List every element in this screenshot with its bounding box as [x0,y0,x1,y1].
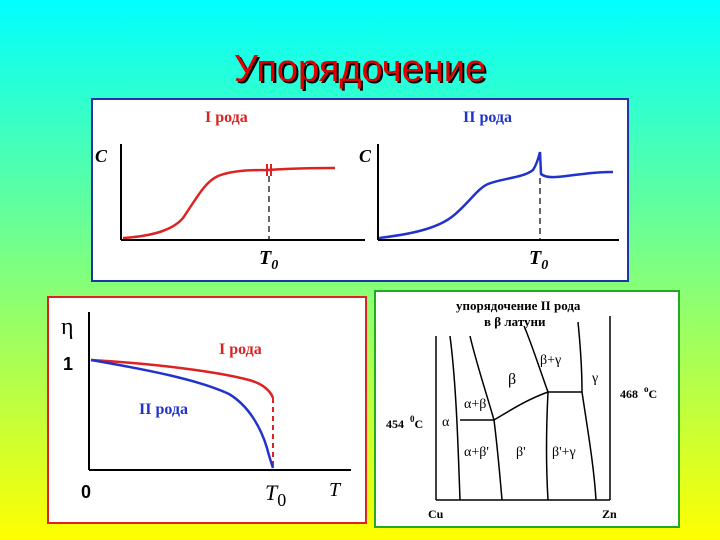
region-alpha-beta-prime: α+β' [464,445,489,460]
beta-gamma-boundary-left [523,325,549,393]
eta-one-label: 1 [63,354,73,374]
region-alpha: α [442,415,450,430]
temp-left-label: 454 0C [386,414,423,431]
second-order-eta-curve [90,358,275,469]
phase-diagram-panel: упорядочение II рода в β латуни α α+β β … [374,290,680,528]
heat-capacity-panel: C I рода T0 C II рода T0 [91,98,629,282]
phase-title-line2: в β латуни [484,314,546,329]
axis-right-zn: Zn [602,507,617,521]
heat-capacity-diagram: C I рода T0 C II рода T0 [95,109,619,273]
second-order-label: II рода [139,401,188,418]
first-order-eta-curve [90,358,275,399]
right-t0-label: T0 [529,247,548,273]
alpha-boundary [449,335,461,501]
left-t0-label: T0 [259,247,278,273]
origin-label: 0 [81,482,91,502]
second-order-heat-curve [378,151,614,240]
temp-right-label: 468 oC [620,384,657,401]
alpha-beta-boundary-lower [493,419,503,501]
beta-gamma-boundary-right [577,321,583,393]
first-order-heat-curve [122,166,336,240]
slide-title: Упорядочение [233,48,487,90]
first-order-label: I рода [205,109,248,126]
order-parameter-panel: η 1 0 T T0 I рода II рода [47,296,367,524]
order-line-middle [493,391,549,421]
phase-diagram: упорядочение II рода в β латуни α α+β β … [386,298,657,521]
order-parameter-diagram: η 1 0 T T0 I рода II рода [61,312,351,510]
right-y-label: C [359,146,372,166]
region-beta-gamma: β+γ [540,353,561,368]
first-order-label: I рода [219,341,262,358]
region-beta-prime: β' [516,445,526,460]
second-order-label: II рода [463,109,512,126]
alpha-beta-boundary-upper [469,335,495,421]
axis-left-cu: Cu [428,507,444,521]
beta-prime-gamma-boundary-left [545,391,549,501]
region-beta: β [508,371,516,388]
t0-label: T0 [265,480,286,510]
region-beta-prime-gamma: β'+γ [552,445,576,460]
phase-title-line1: упорядочение II рода [456,298,581,313]
eta-label: η [61,314,74,340]
region-alpha-beta: α+β [464,397,486,412]
left-y-label: C [95,146,108,166]
region-gamma: γ [591,371,598,386]
t-axis-label: T [329,479,342,501]
gamma-boundary-lower [581,391,597,501]
